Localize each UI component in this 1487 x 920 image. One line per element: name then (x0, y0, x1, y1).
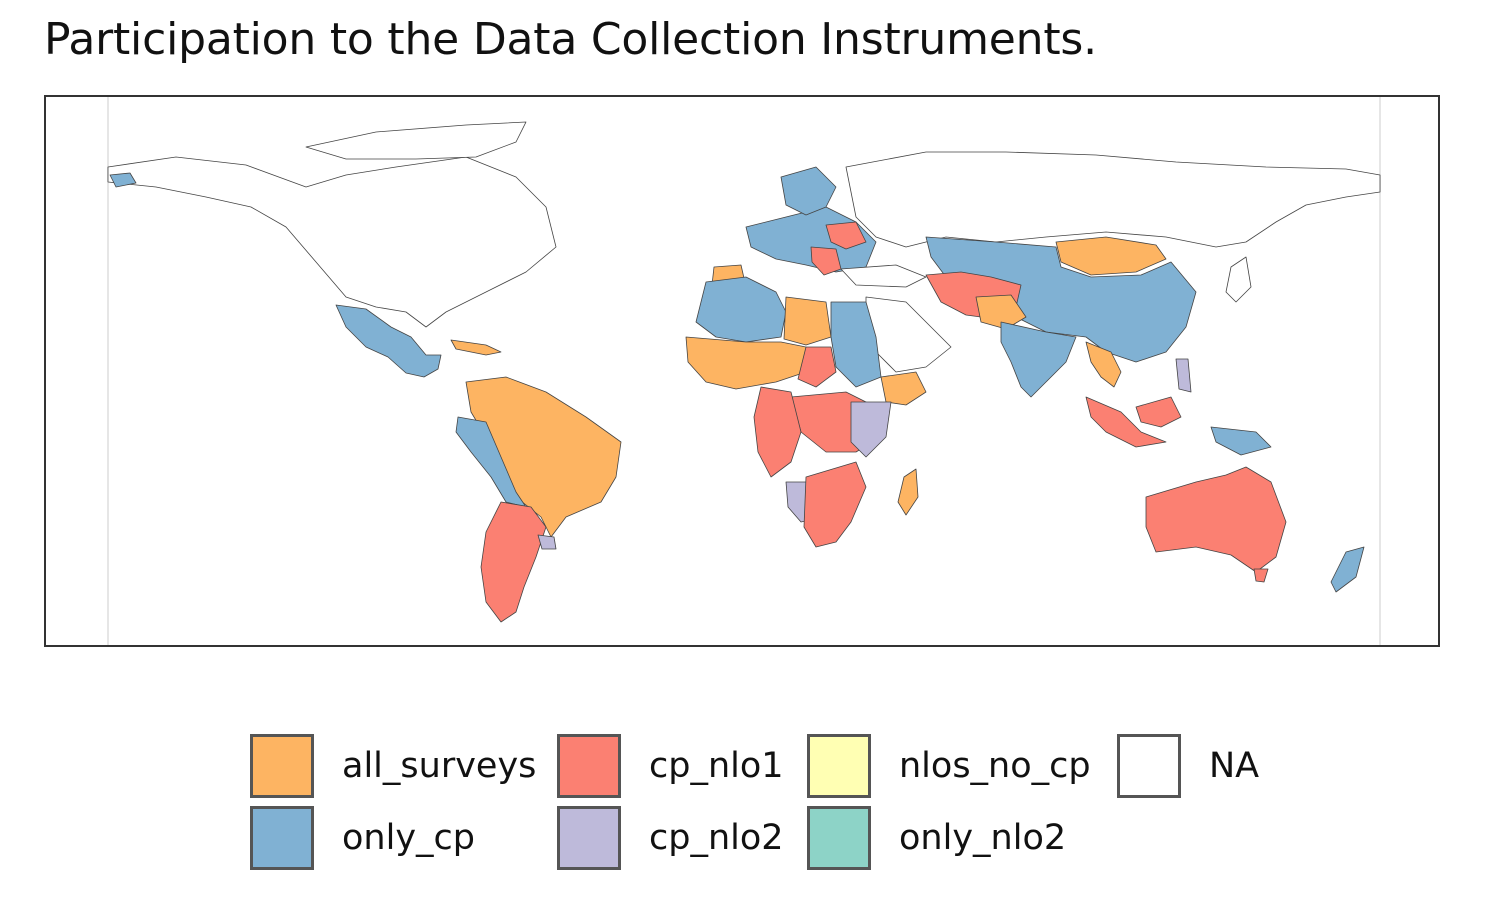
legend-label: NA (1209, 746, 1260, 786)
legend: all_surveys only_cp cp_nlo1 cp_nlo2 nlos… (250, 731, 1350, 881)
chart-title: Participation to the Data Collection Ins… (44, 14, 1097, 65)
region-tasmania (1253, 568, 1269, 583)
region-southern-africa (803, 461, 867, 548)
region-uruguay (537, 534, 557, 550)
legend-swatch (250, 734, 314, 798)
region-libya (783, 296, 832, 346)
region-mongolia (1055, 236, 1167, 276)
region-papua (1210, 426, 1272, 456)
region-horn-of-africa (880, 371, 927, 406)
legend-swatch (250, 806, 314, 870)
region-sahel (797, 346, 837, 388)
legend-item-only_nlo2: only_nlo2 (807, 803, 1066, 873)
region-pakistan (975, 294, 1027, 330)
legend-label: only_cp (342, 818, 475, 858)
region-egypt-sudan (830, 301, 882, 388)
region-philippines (1175, 358, 1192, 393)
region-southeast-asia (1085, 341, 1122, 388)
legend-label: cp_nlo2 (649, 818, 784, 858)
legend-label: cp_nlo1 (649, 746, 784, 786)
region-greenland (305, 121, 527, 160)
region-scandinavia (780, 166, 837, 216)
map-panel (44, 95, 1440, 647)
region-southern-cone (480, 501, 547, 623)
legend-item-only_cp: only_cp (250, 803, 475, 873)
region-japan (1225, 256, 1252, 303)
region-mexico-central-america (335, 304, 442, 378)
world-map (107, 97, 1381, 645)
legend-swatch (1117, 734, 1181, 798)
region-balkans (810, 246, 842, 276)
region-indonesia (1085, 396, 1167, 448)
region-borneo (1135, 396, 1182, 428)
legend-item-na: NA (1117, 731, 1259, 801)
legend-swatch (557, 806, 621, 870)
region-russia (845, 151, 1381, 248)
region-congo (753, 386, 802, 478)
legend-item-all_surveys: all_surveys (250, 731, 536, 801)
region-new-zealand (1330, 546, 1365, 593)
region-madagascar (897, 468, 919, 516)
legend-label: only_nlo2 (899, 818, 1067, 858)
legend-item-nlos_no_cp: nlos_no_cp (807, 731, 1091, 801)
region-australia (1145, 466, 1287, 573)
region-turkey (840, 264, 927, 288)
region-alaska-tip (109, 172, 137, 188)
region-north-africa-west (695, 276, 787, 343)
legend-swatch (557, 734, 621, 798)
region-eastern-europe (825, 221, 867, 250)
legend-swatch (807, 734, 871, 798)
region-caribbean (450, 339, 502, 356)
region-west-africa (685, 336, 807, 390)
legend-item-cp_nlo2: cp_nlo2 (557, 803, 784, 873)
legend-item-cp_nlo1: cp_nlo1 (557, 731, 784, 801)
legend-label: all_surveys (342, 746, 537, 786)
region-east-africa (850, 401, 892, 458)
region-north-america (107, 156, 557, 328)
region-india (1000, 321, 1077, 398)
legend-label: nlos_no_cp (899, 746, 1091, 786)
legend-swatch (807, 806, 871, 870)
